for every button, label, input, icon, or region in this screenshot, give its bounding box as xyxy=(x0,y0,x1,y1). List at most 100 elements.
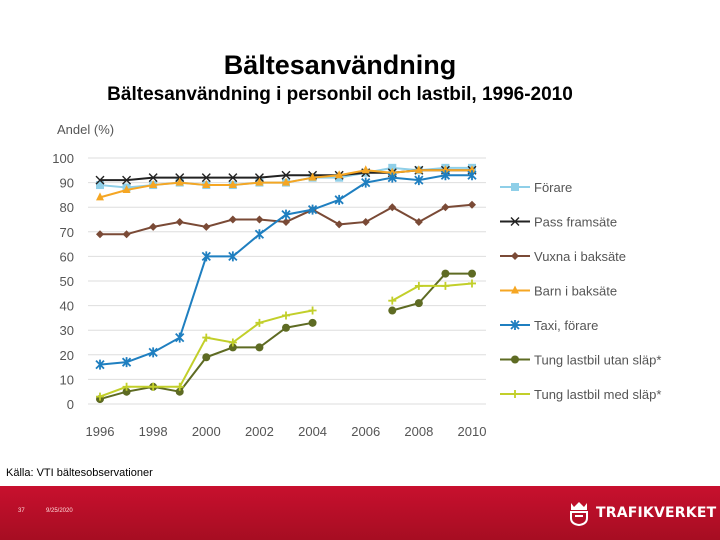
footer-bar: 37 9/25/2020 TRAFIKVERKET xyxy=(0,486,720,540)
legend-marker xyxy=(511,285,519,294)
data-point xyxy=(468,279,476,288)
data-point xyxy=(467,170,477,181)
legend-item: Förare xyxy=(500,180,572,195)
data-point xyxy=(307,204,318,215)
data-point xyxy=(202,180,211,189)
x-tick-label: 2010 xyxy=(458,424,487,439)
data-point xyxy=(282,323,290,332)
legend-item: Tung lastbil med släp* xyxy=(500,387,661,402)
y-tick-label: 0 xyxy=(67,397,74,412)
y-tick-label: 80 xyxy=(60,200,74,215)
legend-label: Tung lastbil med släp* xyxy=(534,387,661,402)
data-point xyxy=(282,177,290,186)
data-point xyxy=(202,333,211,342)
brand-logo: TRAFIKVERKET xyxy=(568,500,716,526)
data-point xyxy=(122,184,131,193)
data-point xyxy=(388,167,397,176)
data-point xyxy=(361,217,370,226)
data-point xyxy=(441,203,450,212)
legend-item: Barn i baksäte xyxy=(500,284,617,299)
data-point xyxy=(308,306,317,315)
data-point xyxy=(335,170,344,179)
data-point xyxy=(441,165,450,174)
legend-marker xyxy=(511,183,519,191)
data-point xyxy=(361,165,370,174)
data-point xyxy=(308,172,317,181)
y-tick-label: 100 xyxy=(52,151,74,166)
legend-item: Taxi, förare xyxy=(500,318,598,333)
data-point xyxy=(281,209,291,220)
data-point xyxy=(228,343,237,352)
x-tick-label: 1996 xyxy=(86,424,115,439)
series-line xyxy=(392,272,472,312)
data-point xyxy=(468,200,476,209)
y-tick-label: 30 xyxy=(60,323,74,338)
data-point xyxy=(95,359,105,370)
data-point xyxy=(202,353,211,362)
x-tick-label: 2004 xyxy=(298,424,327,439)
data-point xyxy=(414,175,424,186)
data-point xyxy=(148,173,158,183)
data-point xyxy=(414,299,423,308)
legend-item: Tung lastbil utan släp* xyxy=(500,353,661,368)
y-tick-label: 70 xyxy=(60,225,74,240)
slide-title: Bältesanvändning xyxy=(223,50,457,80)
x-tick-label: 2008 xyxy=(404,424,433,439)
data-point xyxy=(228,251,238,262)
data-point xyxy=(201,251,211,262)
data-point xyxy=(95,175,105,185)
data-point xyxy=(282,311,290,320)
x-tick-label: 2000 xyxy=(192,424,221,439)
belt-usage-chart: Andel (%) 0 10 20 30 40 50 60 70 80 90 100 1996 1998 2… xyxy=(52,122,661,439)
data-point xyxy=(96,392,104,401)
y-axis-label: Andel (%) xyxy=(57,122,114,137)
series-taxi-förare xyxy=(95,170,477,370)
data-point xyxy=(122,230,131,239)
slide-subtitle: Bältesanvändning i personbil och lastbil… xyxy=(107,84,573,105)
legend-label: Vuxna i baksäte xyxy=(534,249,626,264)
legend-marker xyxy=(511,390,519,398)
data-point xyxy=(202,222,211,231)
legend-label: Taxi, förare xyxy=(534,318,598,333)
data-point xyxy=(361,177,371,188)
data-point xyxy=(282,217,290,226)
data-point xyxy=(121,357,132,368)
data-point xyxy=(175,177,184,186)
data-point xyxy=(281,170,291,180)
data-point xyxy=(388,203,397,212)
data-point xyxy=(441,269,450,278)
data-point xyxy=(335,220,344,229)
data-point xyxy=(122,382,131,391)
slide-date: 9/25/2020 xyxy=(46,508,73,514)
data-point xyxy=(414,165,423,174)
x-tick-label: 2002 xyxy=(245,424,274,439)
data-point xyxy=(228,180,237,189)
source-note: Källa: VTI bältesobservationer xyxy=(6,467,153,479)
data-point xyxy=(254,229,265,240)
data-point xyxy=(334,194,344,205)
x-tick-label: 2006 xyxy=(351,424,380,439)
legend-item: Pass framsäte xyxy=(500,215,617,230)
data-point xyxy=(414,217,423,226)
series-vuxna-i-baksäte xyxy=(96,200,476,239)
legend-marker xyxy=(511,252,519,260)
legend-label: Tung lastbil utan släp* xyxy=(534,353,661,368)
legend-marker xyxy=(510,217,520,226)
data-point xyxy=(441,281,450,290)
data-point xyxy=(255,318,264,327)
data-point xyxy=(148,347,158,358)
y-tick-label: 40 xyxy=(60,299,74,314)
data-point xyxy=(175,332,185,343)
data-point xyxy=(255,215,264,224)
legend-marker xyxy=(510,320,520,330)
crown-emblem-icon xyxy=(570,502,588,526)
data-point xyxy=(149,180,158,189)
data-point xyxy=(255,177,264,186)
legend-marker xyxy=(511,355,519,364)
data-point xyxy=(387,172,397,183)
series-barn-i-baksäte xyxy=(96,165,476,201)
data-point xyxy=(468,269,476,278)
data-point xyxy=(228,215,237,224)
legend-label: Barn i baksäte xyxy=(534,284,617,299)
data-point xyxy=(201,173,211,183)
